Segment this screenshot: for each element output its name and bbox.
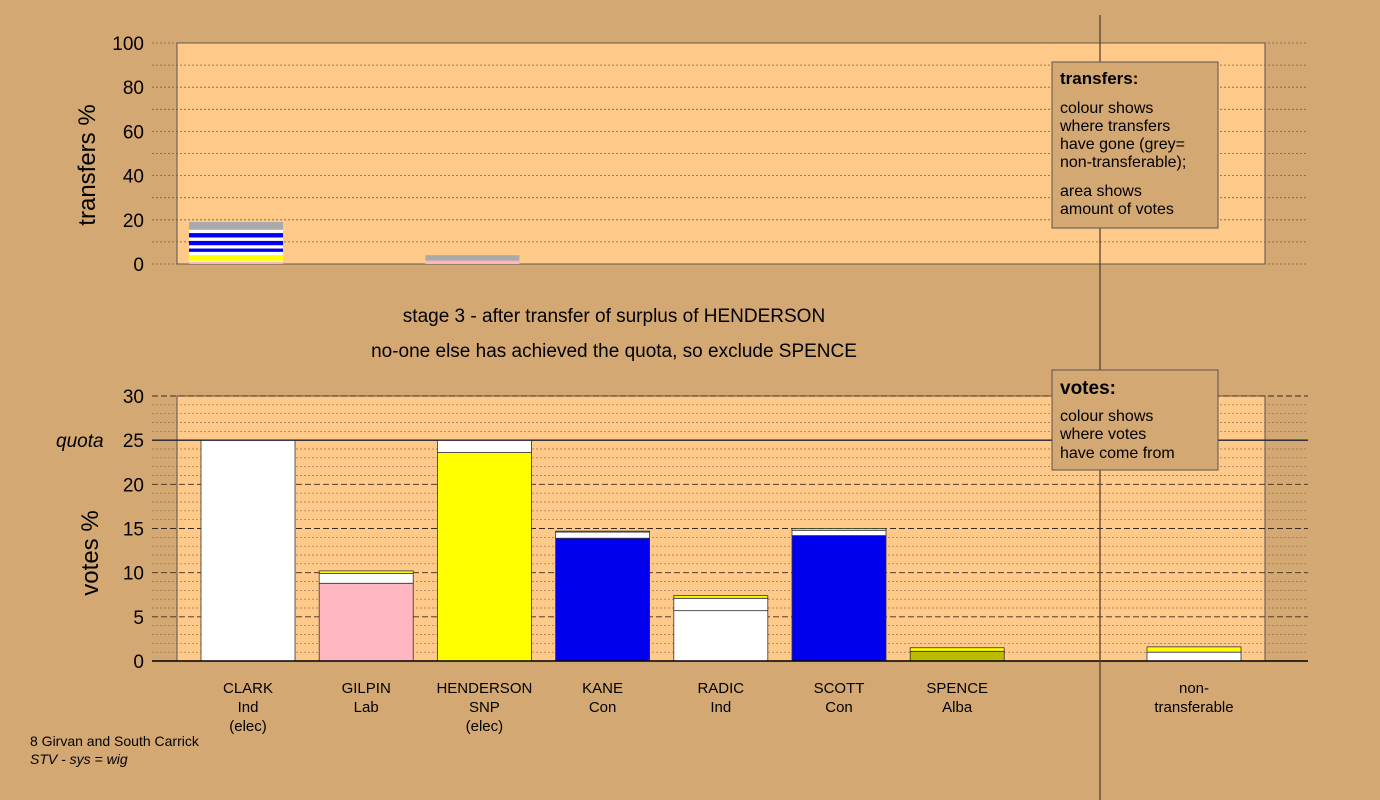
vote-segment	[791, 529, 887, 536]
vote-segment	[791, 528, 887, 531]
candidate-status: (elec)	[466, 718, 504, 735]
transfers-tick-label: 80	[123, 78, 144, 99]
candidate-party: SNP	[469, 699, 500, 716]
transfers-tick-label: 40	[123, 167, 144, 188]
transfers-tick-label: 20	[123, 211, 144, 232]
candidate-name: SPENCE	[926, 680, 988, 697]
votes-tick-label: 0	[133, 652, 144, 673]
transfers-legend-line: non-transferable);	[1060, 154, 1186, 171]
vote-segment	[1146, 646, 1242, 653]
vote-segment	[673, 595, 769, 599]
vote-segment	[673, 597, 769, 612]
votes-axis-label: votes %	[77, 510, 104, 595]
transfer-segment	[425, 255, 520, 261]
candidate-party: Ind	[238, 699, 259, 716]
votes-legend-line: colour shows	[1060, 408, 1153, 425]
vote-segment	[200, 439, 296, 662]
votes-legend: votes: colour shows where votes have com…	[1051, 369, 1219, 471]
vote-segment	[1146, 651, 1242, 662]
candidate-party: Lab	[354, 699, 379, 716]
transfers-axis-label: transfers %	[74, 104, 101, 225]
votes-tick-label: 30	[123, 387, 144, 408]
vote-segment	[791, 535, 887, 662]
transfer-segment	[189, 251, 283, 256]
transfer-segment	[189, 237, 283, 241]
transfers-legend-line: where transfers	[1059, 118, 1170, 135]
transfers-legend-line: have gone (grey=	[1060, 136, 1185, 153]
vote-segment	[555, 537, 650, 662]
transfers-legend-line: colour shows	[1060, 100, 1153, 117]
votes-legend-line: where votes	[1059, 426, 1146, 443]
transfers-legend-line: area shows	[1060, 183, 1142, 200]
footer-constituency: 8 Girvan and South Carrick	[30, 733, 200, 749]
transfer-segment	[425, 260, 520, 264]
transfer-segment	[189, 261, 283, 264]
vote-segment	[555, 531, 650, 539]
vote-segment	[909, 647, 1005, 652]
candidate-name: KANE	[582, 680, 623, 697]
votes-tick-label: 10	[123, 564, 144, 585]
votes-tick-label: 20	[123, 475, 144, 496]
vote-segment	[436, 439, 532, 453]
vote-segment	[436, 452, 532, 662]
candidate-party: Con	[589, 699, 617, 716]
transfers-tick-label: 100	[112, 34, 144, 55]
transfer-segment	[189, 240, 283, 246]
transfer-segment	[189, 229, 283, 234]
candidate-name: SCOTT	[814, 680, 865, 697]
votes-tick-label: 25	[123, 431, 144, 452]
transfer-segment	[189, 260, 283, 262]
transfer-segment	[189, 245, 283, 249]
candidate-party: Ind	[710, 699, 731, 716]
candidate-party: Con	[825, 699, 853, 716]
votes-tick-label: 5	[133, 608, 144, 629]
votes-tick-label: 15	[123, 520, 144, 541]
vote-segment	[909, 650, 1005, 662]
candidate-name: HENDERSON	[436, 680, 532, 697]
vote-segment	[318, 573, 414, 584]
vote-segment	[318, 582, 414, 662]
transfers-tick-label: 0	[133, 255, 144, 276]
transfers-legend-title: transfers:	[1060, 69, 1138, 88]
quota-label: quota	[56, 431, 104, 452]
votes-legend-line: have come from	[1060, 445, 1175, 462]
transfer-segment	[189, 233, 283, 238]
transfers-legend: transfers: colour shows where transfers …	[1051, 61, 1219, 229]
candidate-name: CLARK	[223, 680, 273, 697]
stage-line-2: no-one else has achieved the quota, so e…	[371, 341, 857, 362]
vote-segment	[318, 570, 414, 574]
candidate-party: transferable	[1154, 699, 1233, 716]
footer-system: STV - sys = wig	[30, 751, 128, 767]
candidate-status: (elec)	[229, 718, 267, 735]
transfer-segment	[189, 222, 283, 230]
transfers-legend-line: amount of votes	[1060, 201, 1174, 218]
stage-line-1: stage 3 - after transfer of surplus of H…	[403, 306, 825, 327]
candidate-name: non-	[1179, 680, 1209, 697]
candidate-name: RADIC	[697, 680, 744, 697]
vote-segment	[673, 610, 769, 662]
transfer-segment	[189, 248, 283, 252]
transfers-tick-label: 60	[123, 122, 144, 143]
candidate-party: Alba	[942, 699, 973, 716]
transfer-segment	[189, 255, 283, 261]
candidate-name: GILPIN	[342, 680, 391, 697]
votes-legend-title: votes:	[1060, 378, 1116, 399]
vote-segment	[555, 530, 650, 533]
